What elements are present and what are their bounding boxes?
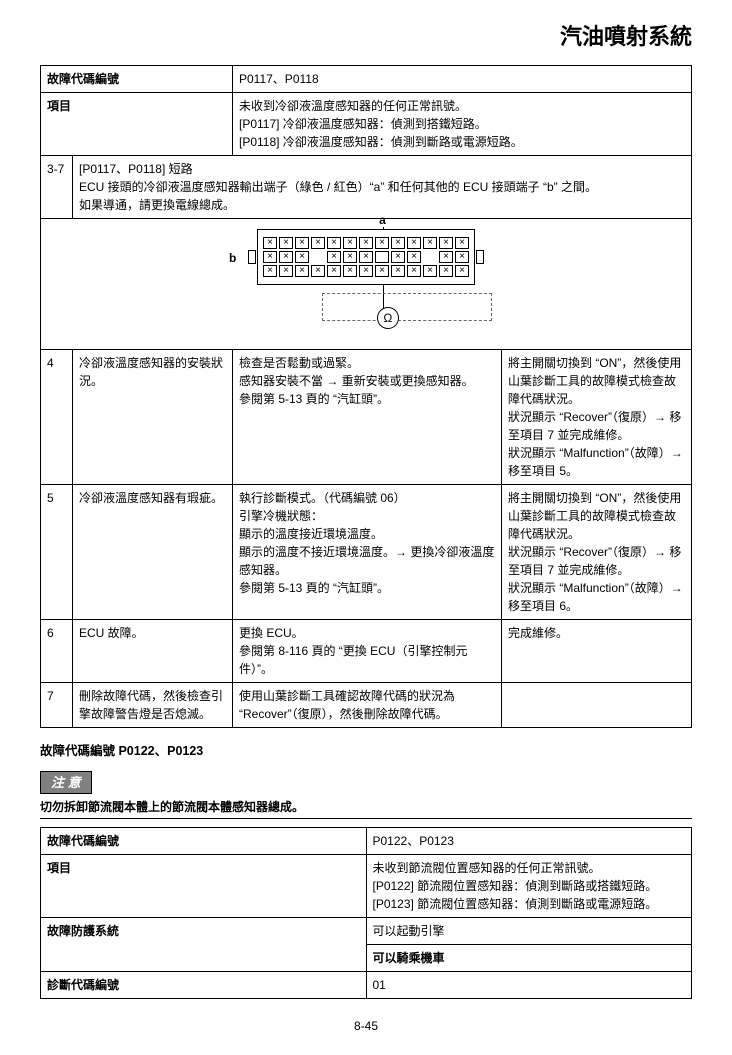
fault-table-p0117: 故障代碼編號 P0117、P0118 項目 未收到冷卻液溫度感知器的任何正常訊號…: [40, 65, 692, 728]
step-3-7: 3-7: [41, 156, 73, 219]
t2-protect-v1: 可以起動引擎: [366, 918, 692, 945]
step-4: 4: [41, 350, 73, 485]
notice-badge: 注 意: [40, 771, 92, 795]
step-5-item: 冷卻液溫度感知器有瑕疵。: [73, 485, 233, 620]
step-7-action: 使用山葉診斷工具確認故障代碼的狀況為 “Recover”（復原），然後刪除故障代…: [233, 683, 502, 728]
t2-item-value: 未收到節流閥位置感知器的任何正常訊號。 [P0122] 節流閥位置感知器：偵測到…: [366, 855, 692, 918]
step-4-action: 檢查是否鬆動或過緊。 感知器安裝不當 → 重新安裝或更換感知器。 參閱第 5-1…: [233, 350, 502, 485]
step-4-result: 將主開關切換到 “ON”，然後使用山葉診斷工具的故障模式檢查故障代碼狀況。 狀況…: [502, 350, 692, 485]
item-value: 未收到冷卻液溫度感知器的任何正常訊號。 [P0117] 冷卻液溫度感知器：偵測到…: [233, 93, 692, 156]
step-5-action: 執行診斷模式。（代碼編號 06） 引擎冷機狀態： 顯示的溫度接近環境溫度。 顯示…: [233, 485, 502, 620]
step-7: 7: [41, 683, 73, 728]
page-title: 汽油噴射系統: [40, 20, 692, 53]
t2-code-label: 故障代碼編號: [41, 828, 367, 855]
diagram-label-a: a: [379, 211, 386, 229]
step-7-result: [502, 683, 692, 728]
step-7-item: 刪除故障代碼，然後檢查引擎故障警告燈是否熄滅。: [73, 683, 233, 728]
step-5-result: 將主開關切換到 “ON”，然後使用山葉診斷工具的故障模式檢查故障代碼狀況。 狀況…: [502, 485, 692, 620]
step-6-action: 更換 ECU。 參閱第 8-116 頁的 “更換 ECU（引擎控制元件）”。: [233, 620, 502, 683]
t2-item-label: 項目: [41, 855, 367, 918]
step-3-7-text: [P0117、P0118] 短路 ECU 接頭的冷卻液溫度感知器輸出端子（綠色 …: [73, 156, 692, 219]
step-6: 6: [41, 620, 73, 683]
step-6-item: ECU 故障。: [73, 620, 233, 683]
t2-diag-label: 診斷代碼編號: [41, 972, 367, 999]
t2-code-value: P0122、P0123: [366, 828, 692, 855]
ohm-icon: Ω: [377, 307, 399, 329]
code-value: P0117、P0118: [233, 66, 692, 93]
diagram-label-b: b: [229, 249, 236, 267]
code-label: 故障代碼編號: [41, 66, 233, 93]
t2-protect-label: 故障防護系統: [41, 918, 367, 972]
step-4-item: 冷卻液溫度感知器的安裝狀況。: [73, 350, 233, 485]
fault-table-p0122: 故障代碼編號 P0122、P0123 項目 未收到節流閥位置感知器的任何正常訊號…: [40, 827, 692, 999]
item-label: 項目: [41, 93, 233, 156]
connector-diagram: a b: [41, 219, 692, 350]
ecu-connector-icon: [257, 229, 475, 285]
step-5: 5: [41, 485, 73, 620]
warning-text: 切勿拆卸節流閥本體上的節流閥本體感知器總成。: [40, 798, 692, 819]
page-number: 8-45: [40, 1017, 692, 1035]
section-heading-p0122: 故障代碼編號 P0122、P0123: [40, 742, 692, 761]
t2-diag-value: 01: [366, 972, 692, 999]
t2-protect-v2: 可以騎乘機車: [366, 945, 692, 972]
step-6-result: 完成維修。: [502, 620, 692, 683]
